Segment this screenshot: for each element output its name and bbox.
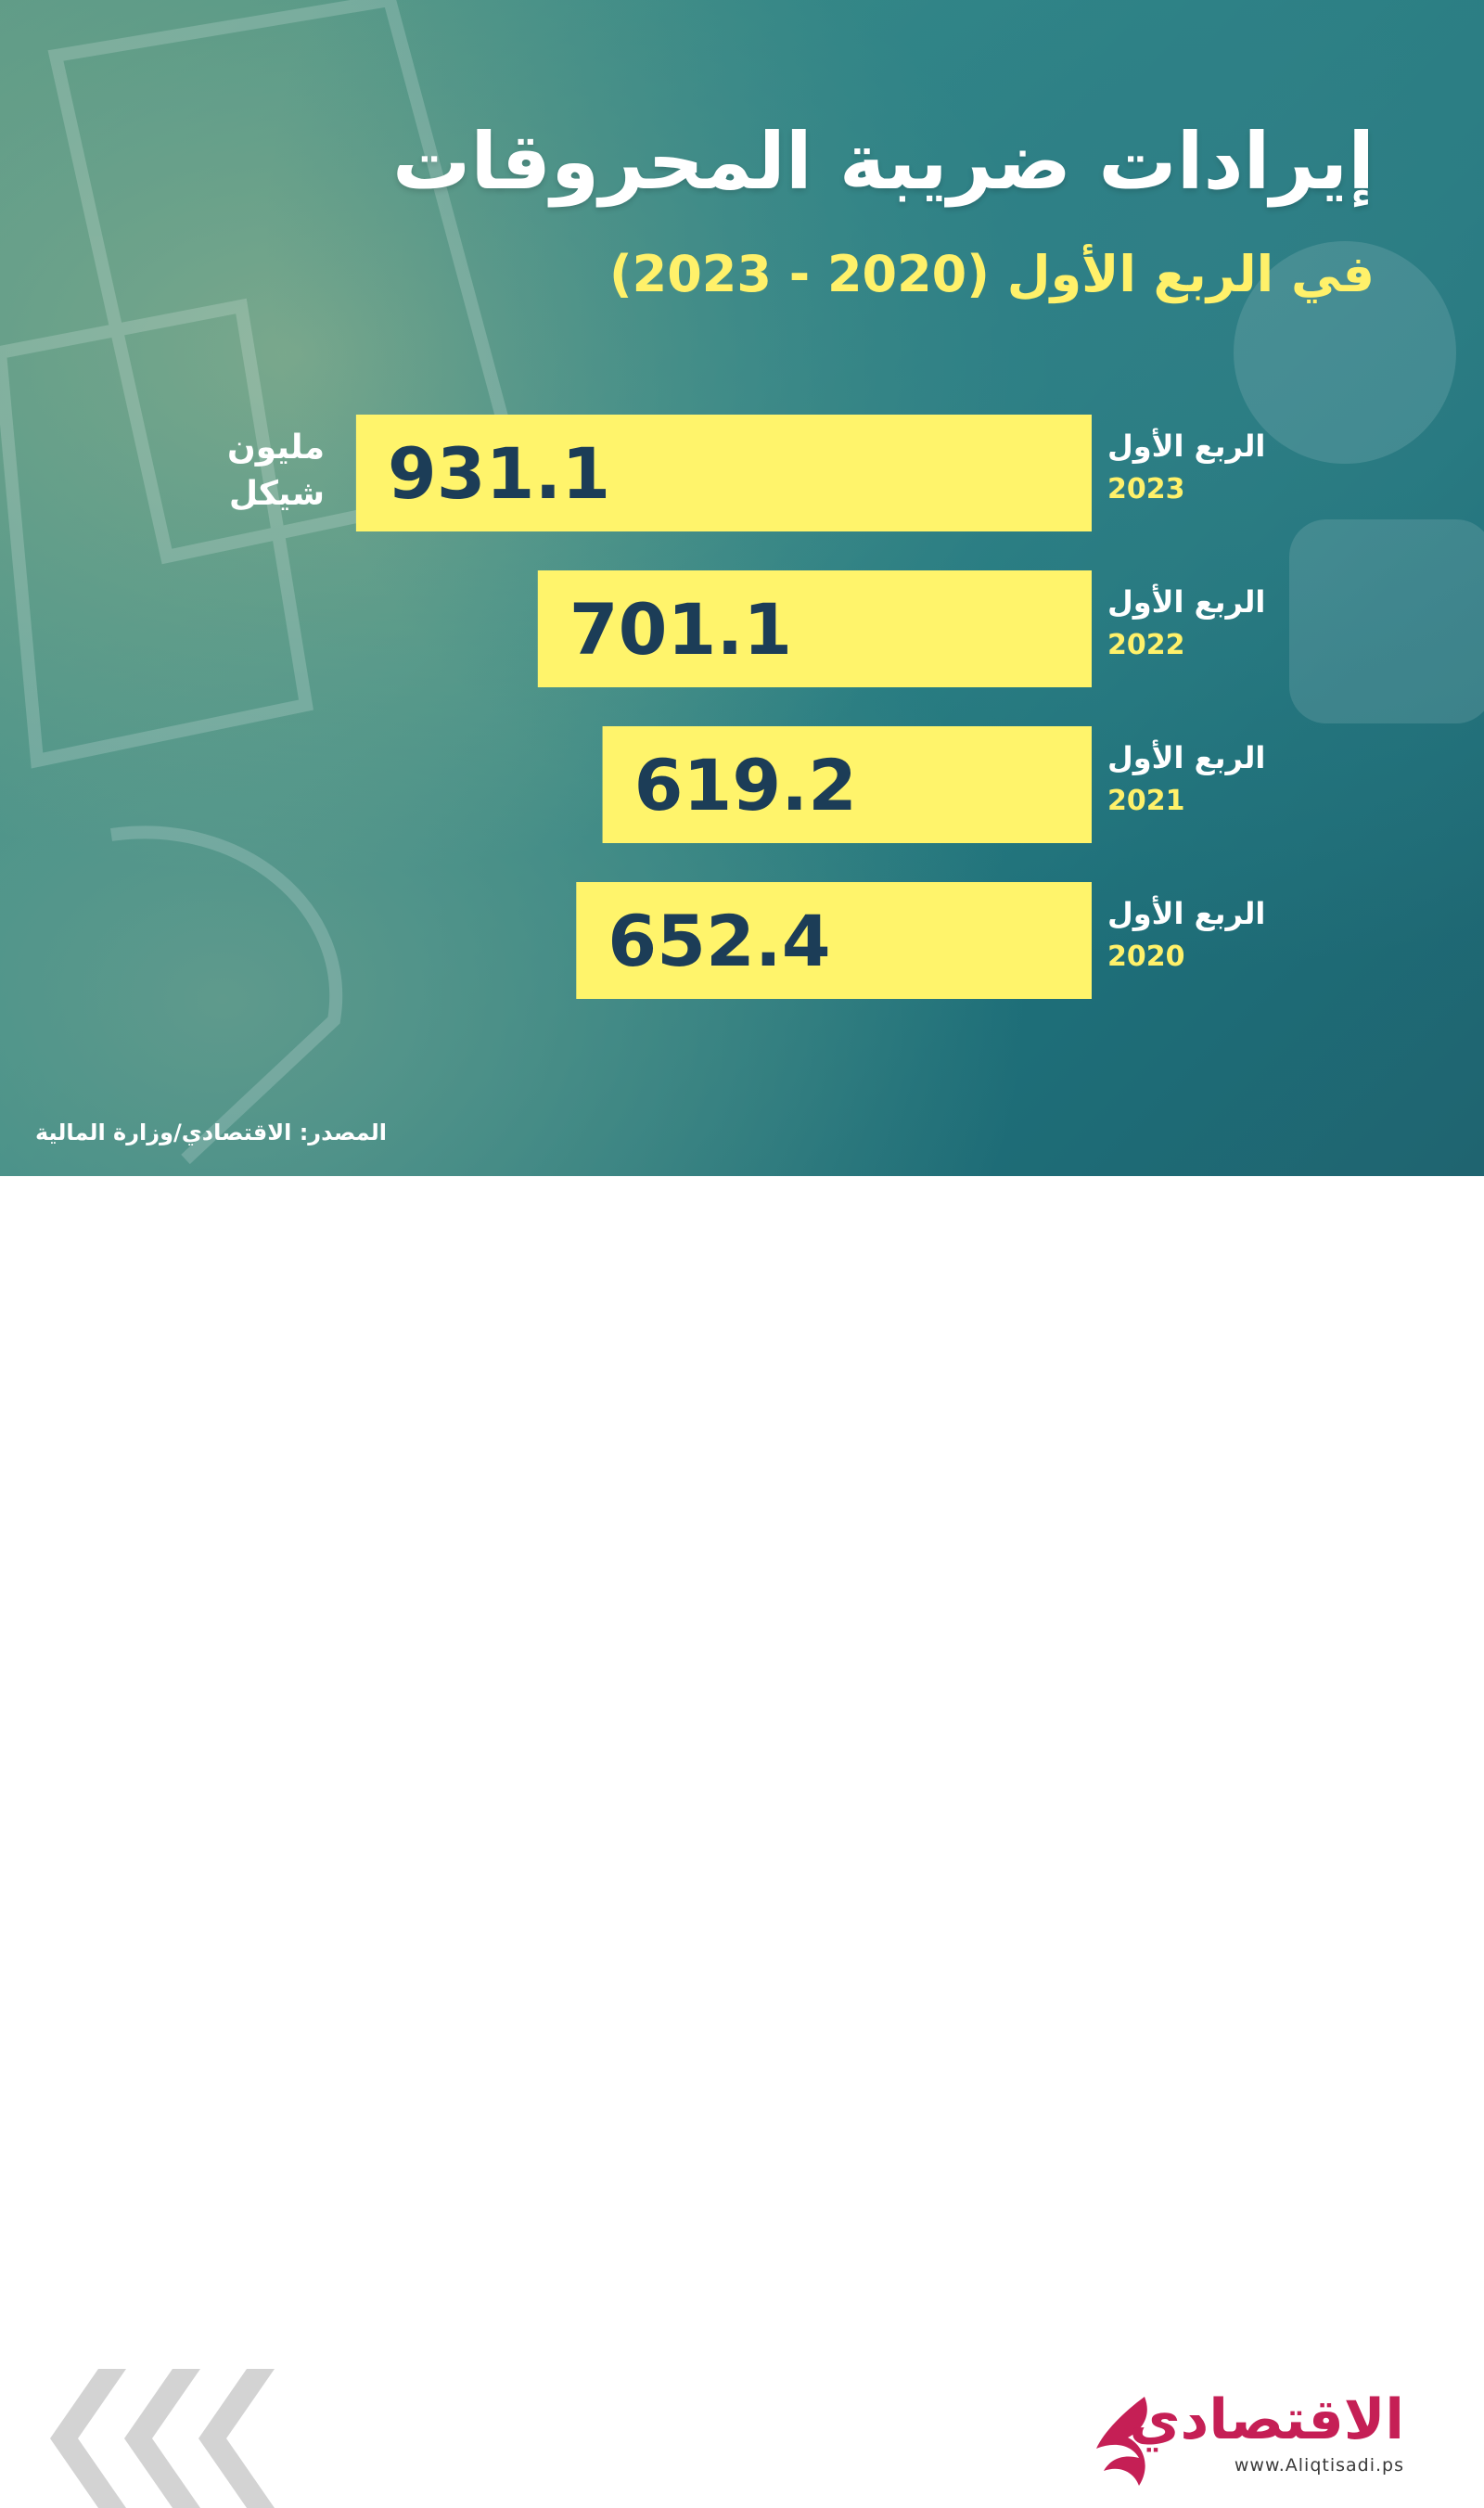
chevron-left-icon bbox=[50, 2369, 126, 2508]
category-year: 2021 bbox=[1107, 785, 1185, 817]
logo-url: www.Aliqtisadi.ps bbox=[1234, 2455, 1404, 2476]
footer: الاقتصادي www.Aliqtisadi.ps bbox=[0, 1176, 1484, 2508]
bar-value-label-2020: 652.4 bbox=[608, 900, 830, 982]
chevron-left-icon bbox=[124, 2369, 200, 2508]
bar-chart: 931.1 701.1 619.2 652.4 bbox=[355, 415, 1092, 999]
chart-subtitle: في الربع الأول (2020 - 2023) bbox=[608, 245, 1375, 303]
category-quarter: الربع الأول bbox=[1107, 584, 1266, 620]
logo-text: الاقتصادي bbox=[1129, 2387, 1404, 2452]
chevron-left-arrows-icon bbox=[50, 2369, 275, 2508]
bar-2022 bbox=[537, 570, 1092, 687]
unit-label-line2: شيكل bbox=[228, 475, 325, 513]
bar-2021 bbox=[602, 726, 1092, 843]
category-quarter: الربع الأول bbox=[1107, 429, 1266, 464]
chart-title: إيرادات ضريبة المحروقات bbox=[392, 116, 1375, 207]
chevron-left-icon bbox=[198, 2369, 275, 2508]
category-quarter: الربع الأول bbox=[1107, 896, 1266, 931]
unit-label-line1: مليون bbox=[227, 429, 325, 467]
bar-value-label-2022: 701.1 bbox=[569, 588, 792, 671]
bar-2023 bbox=[355, 415, 1092, 531]
category-year: 2022 bbox=[1107, 629, 1185, 661]
category-year: 2020 bbox=[1107, 940, 1185, 973]
category-label-2022: الربع الأول 2022 bbox=[1107, 580, 1284, 667]
brand-logo: الاقتصادي www.Aliqtisadi.ps bbox=[1070, 2387, 1404, 2499]
bar-value-label-2021: 619.2 bbox=[634, 744, 857, 826]
category-label-2021: الربع الأول 2021 bbox=[1107, 736, 1284, 823]
category-quarter: الربع الأول bbox=[1107, 740, 1266, 775]
background-banknotes-decoration bbox=[0, 0, 1484, 1165]
bar-2020 bbox=[576, 882, 1092, 999]
bar-value-label-2023: 931.1 bbox=[388, 432, 610, 515]
category-year: 2023 bbox=[1107, 473, 1185, 505]
category-label-2023: الربع الأول 2023 bbox=[1107, 424, 1284, 511]
background-panel: إيرادات ضريبة المحروقات في الربع الأول (… bbox=[0, 0, 1484, 1176]
source-note: المصدر: الاقتصادي/وزارة المالية bbox=[35, 1120, 387, 1145]
unit-label: مليون شيكل bbox=[186, 425, 325, 518]
category-label-2020: الربع الأول 2020 bbox=[1107, 891, 1284, 979]
